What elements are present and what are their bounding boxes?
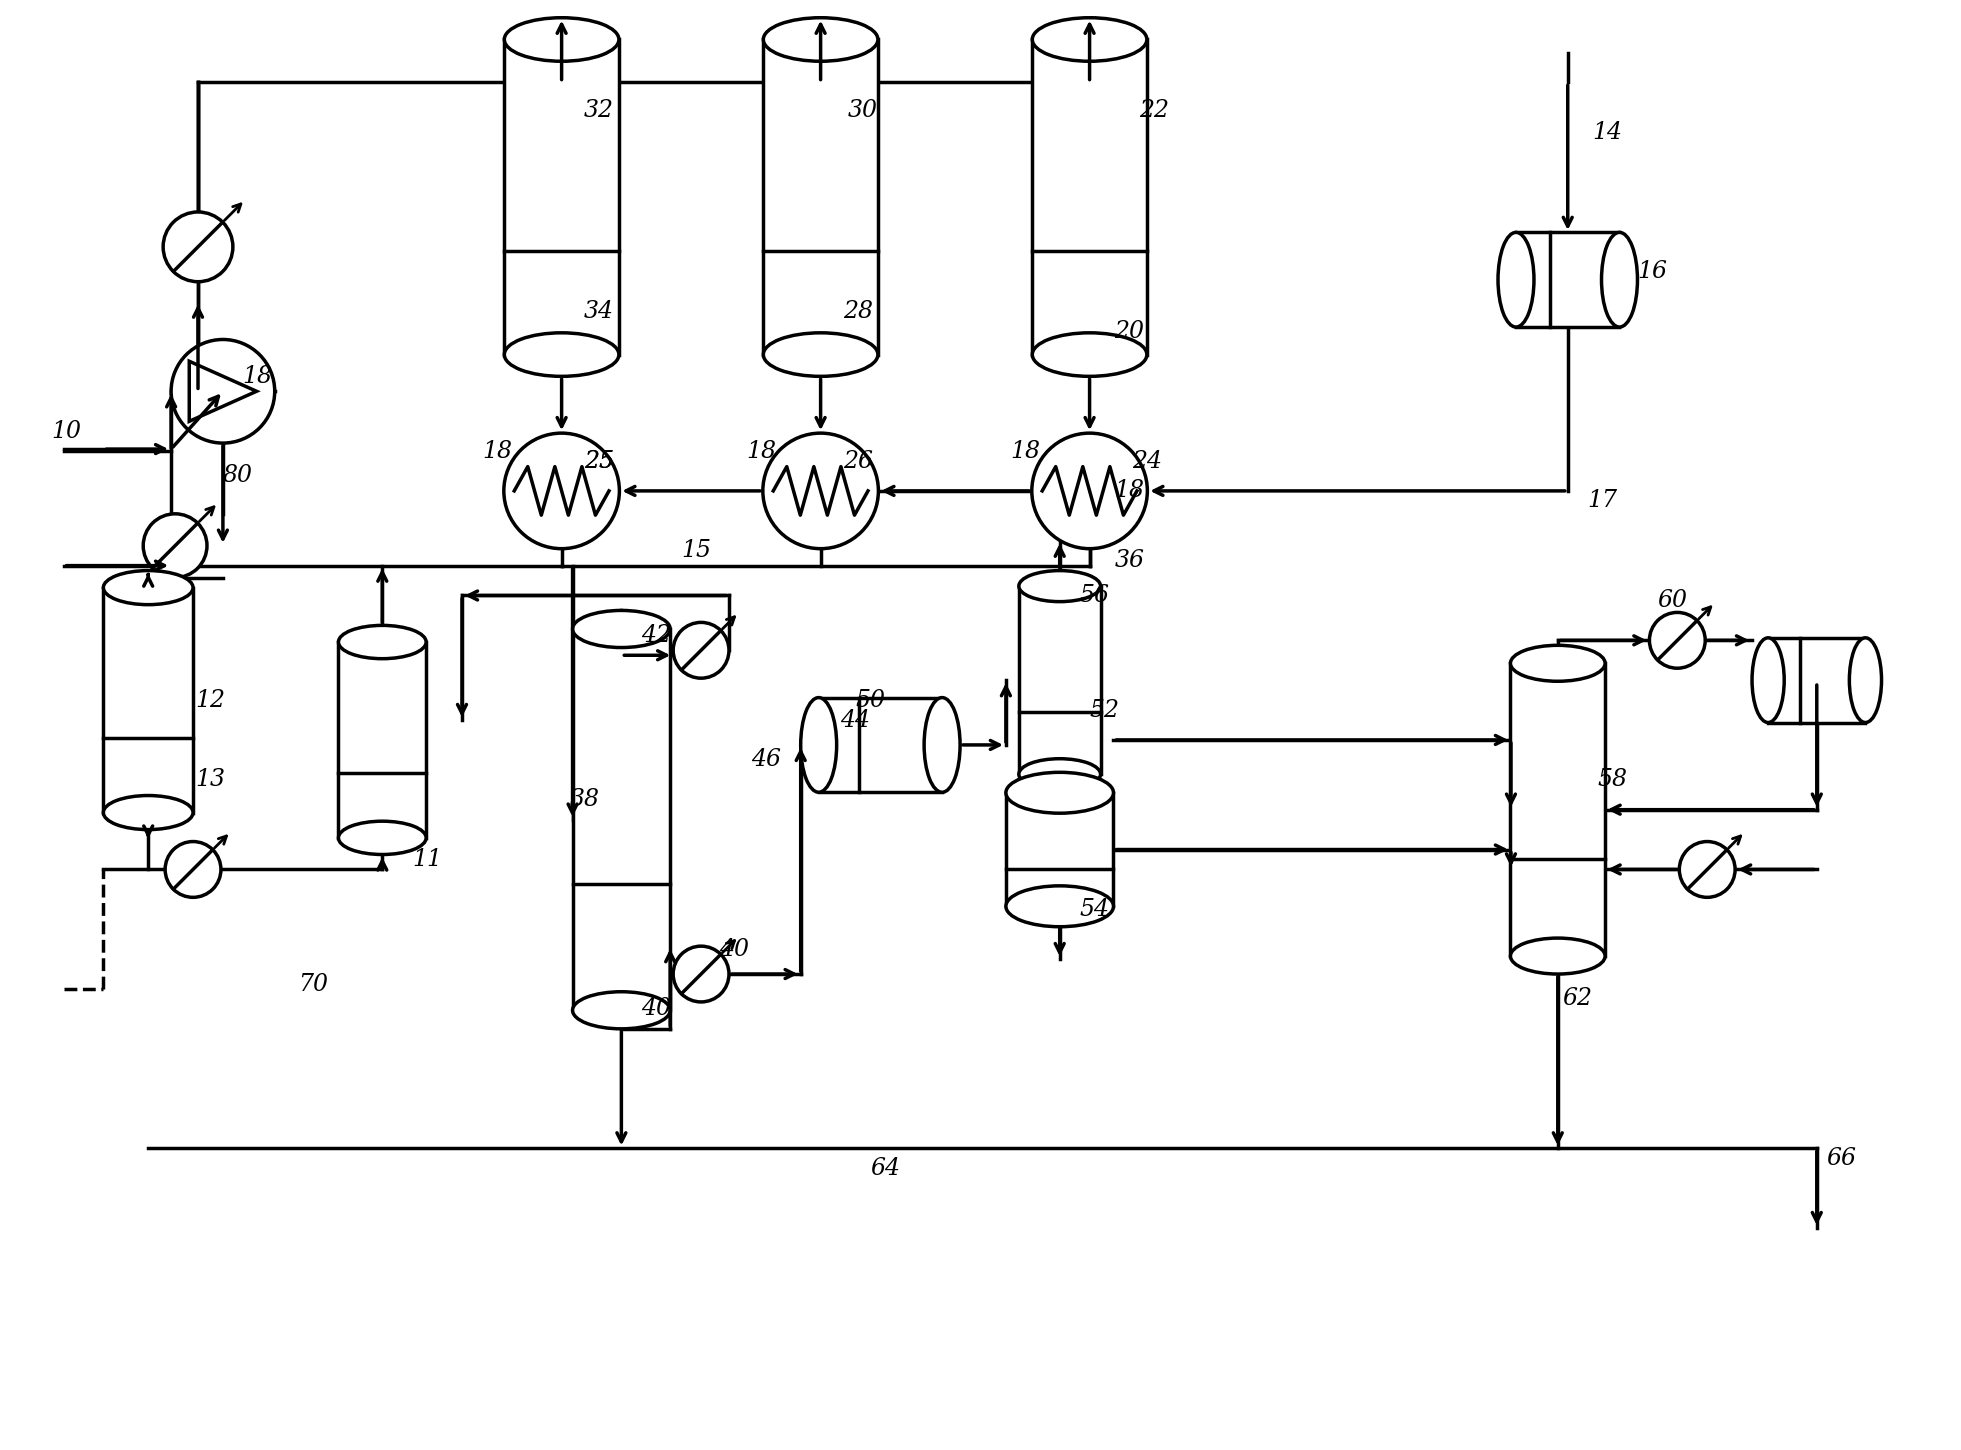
Circle shape	[1649, 612, 1706, 668]
Text: 32: 32	[584, 99, 614, 122]
Circle shape	[165, 841, 222, 898]
Bar	[818, 697, 941, 792]
Ellipse shape	[924, 697, 961, 792]
Ellipse shape	[1006, 773, 1114, 813]
Text: 50: 50	[855, 689, 886, 712]
Text: 18: 18	[1114, 480, 1145, 502]
Bar	[1020, 586, 1100, 774]
Text: 46: 46	[751, 748, 780, 771]
Text: 44: 44	[841, 709, 871, 731]
Text: 12: 12	[194, 689, 226, 712]
Ellipse shape	[573, 610, 671, 648]
Text: 18: 18	[482, 439, 512, 463]
Circle shape	[171, 339, 275, 444]
Text: 18: 18	[243, 365, 273, 387]
Text: 62: 62	[1563, 987, 1592, 1011]
Ellipse shape	[1020, 571, 1100, 602]
Ellipse shape	[1006, 886, 1114, 927]
Text: 56: 56	[1081, 584, 1110, 608]
Text: 17: 17	[1588, 489, 1618, 512]
Ellipse shape	[339, 625, 426, 658]
Circle shape	[1031, 434, 1147, 548]
Text: 80: 80	[224, 464, 253, 487]
Text: 18: 18	[745, 439, 777, 463]
Text: 10: 10	[51, 419, 82, 442]
Bar	[339, 642, 426, 838]
Ellipse shape	[104, 571, 192, 605]
Bar	[504, 39, 620, 355]
Text: 24: 24	[1131, 450, 1163, 473]
Bar	[1031, 39, 1147, 355]
Circle shape	[763, 434, 879, 548]
Ellipse shape	[504, 17, 620, 61]
Ellipse shape	[1602, 232, 1637, 328]
Text: 30: 30	[847, 99, 877, 122]
Circle shape	[1679, 841, 1735, 898]
Text: 18: 18	[1010, 439, 1039, 463]
Bar	[1510, 663, 1606, 956]
Bar	[1516, 232, 1620, 328]
Text: 13: 13	[194, 768, 226, 792]
Ellipse shape	[573, 992, 671, 1030]
Text: 34: 34	[584, 300, 614, 323]
Circle shape	[673, 947, 729, 1002]
Ellipse shape	[800, 697, 837, 792]
Text: 22: 22	[1139, 99, 1169, 122]
Bar	[1006, 793, 1114, 906]
Text: 16: 16	[1637, 260, 1667, 283]
Text: 25: 25	[584, 450, 614, 473]
Text: 14: 14	[1592, 120, 1622, 144]
Bar	[763, 39, 879, 355]
Text: 15: 15	[680, 539, 712, 563]
Circle shape	[504, 434, 620, 548]
Text: 38: 38	[569, 789, 600, 811]
Ellipse shape	[1849, 638, 1881, 722]
Text: 28: 28	[843, 300, 873, 323]
Bar	[104, 587, 192, 812]
Ellipse shape	[1751, 638, 1785, 722]
Bar	[1769, 638, 1865, 722]
Ellipse shape	[1031, 334, 1147, 377]
Text: 70: 70	[298, 973, 327, 996]
Ellipse shape	[104, 796, 192, 829]
Text: 64: 64	[871, 1157, 900, 1180]
Text: 58: 58	[1598, 768, 1628, 792]
Text: 40: 40	[641, 998, 671, 1021]
Ellipse shape	[763, 17, 879, 61]
Text: 54: 54	[1081, 898, 1110, 921]
Circle shape	[143, 513, 208, 577]
Circle shape	[673, 622, 729, 679]
Text: 36: 36	[1114, 550, 1145, 573]
Polygon shape	[190, 361, 257, 422]
Text: 11: 11	[412, 848, 441, 871]
Text: 60: 60	[1657, 589, 1686, 612]
Ellipse shape	[763, 334, 879, 377]
Ellipse shape	[1498, 232, 1534, 328]
Text: 26: 26	[843, 450, 873, 473]
Bar	[573, 629, 671, 1011]
Text: 40: 40	[720, 938, 749, 961]
Text: 25: 25	[584, 450, 614, 473]
Ellipse shape	[1510, 938, 1606, 974]
Text: 52: 52	[1090, 699, 1120, 722]
Circle shape	[163, 212, 233, 281]
Ellipse shape	[1031, 17, 1147, 61]
Ellipse shape	[504, 334, 620, 377]
Ellipse shape	[1510, 645, 1606, 682]
Text: 66: 66	[1828, 1147, 1857, 1170]
Text: 20: 20	[1114, 320, 1145, 344]
Ellipse shape	[1020, 758, 1100, 790]
Ellipse shape	[339, 821, 426, 854]
Text: 42: 42	[641, 624, 671, 647]
